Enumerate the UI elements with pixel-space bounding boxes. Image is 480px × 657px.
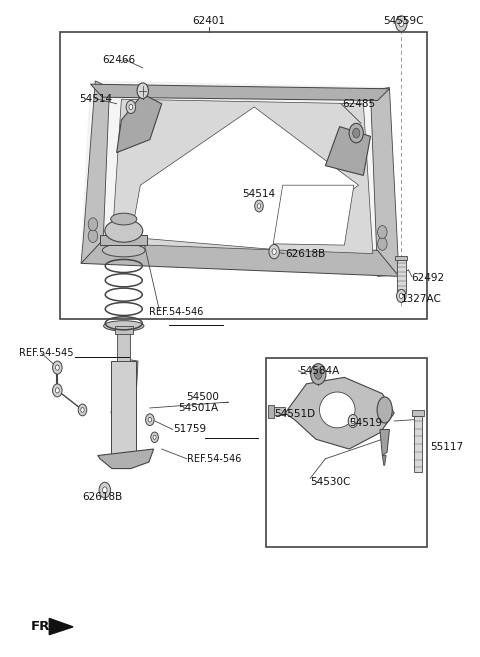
Polygon shape: [97, 449, 154, 468]
Polygon shape: [285, 377, 394, 449]
Circle shape: [99, 482, 110, 498]
Text: 62618B: 62618B: [82, 491, 122, 501]
Text: 51759: 51759: [174, 424, 207, 434]
Text: 62618B: 62618B: [285, 248, 325, 259]
Circle shape: [103, 487, 107, 493]
Text: 62466: 62466: [102, 55, 135, 65]
Circle shape: [148, 417, 152, 422]
Polygon shape: [81, 240, 399, 277]
Polygon shape: [117, 94, 162, 152]
Text: 62492: 62492: [411, 273, 444, 283]
Bar: [268, 405, 274, 418]
Text: 55117: 55117: [430, 442, 463, 452]
Circle shape: [378, 237, 387, 250]
Polygon shape: [81, 81, 399, 277]
Circle shape: [126, 101, 136, 114]
Bar: [60, 32, 427, 319]
Circle shape: [53, 361, 62, 374]
Circle shape: [153, 435, 156, 440]
Polygon shape: [380, 430, 389, 455]
Text: REF.54-546: REF.54-546: [187, 454, 241, 464]
Text: 54514: 54514: [242, 189, 276, 199]
Polygon shape: [112, 99, 373, 254]
Bar: [100, 235, 147, 245]
Bar: [117, 332, 131, 361]
Ellipse shape: [111, 213, 137, 225]
Bar: [111, 361, 136, 462]
Polygon shape: [131, 107, 359, 249]
Text: 54584A: 54584A: [300, 366, 339, 376]
Polygon shape: [111, 358, 138, 413]
Text: 54559C: 54559C: [384, 16, 424, 26]
Circle shape: [378, 225, 387, 238]
Text: REF.54-546: REF.54-546: [149, 307, 203, 317]
Circle shape: [257, 204, 261, 208]
Circle shape: [311, 364, 326, 384]
Circle shape: [53, 384, 62, 397]
Circle shape: [399, 20, 404, 27]
Polygon shape: [383, 455, 386, 465]
Circle shape: [399, 293, 403, 298]
Polygon shape: [49, 618, 73, 635]
Ellipse shape: [377, 397, 392, 423]
Circle shape: [314, 369, 322, 379]
Bar: [397, 260, 406, 292]
Polygon shape: [371, 87, 399, 277]
Ellipse shape: [104, 321, 144, 331]
Bar: [115, 326, 133, 334]
Circle shape: [348, 415, 358, 428]
Circle shape: [56, 388, 59, 393]
Circle shape: [81, 407, 84, 413]
Circle shape: [396, 290, 406, 302]
Circle shape: [269, 244, 279, 259]
Circle shape: [129, 104, 133, 110]
Text: REF.54-545: REF.54-545: [19, 348, 74, 358]
Bar: [395, 256, 408, 260]
Circle shape: [88, 217, 97, 231]
Polygon shape: [81, 81, 109, 263]
Bar: [271, 407, 285, 415]
Circle shape: [349, 124, 363, 143]
Ellipse shape: [320, 392, 355, 428]
Text: 54501A: 54501A: [179, 403, 219, 413]
Bar: [266, 358, 427, 547]
Ellipse shape: [102, 244, 145, 257]
Text: 62485: 62485: [342, 99, 375, 109]
Circle shape: [272, 249, 276, 254]
Circle shape: [396, 16, 407, 32]
Polygon shape: [91, 84, 389, 101]
Bar: [412, 410, 424, 417]
Circle shape: [137, 83, 148, 99]
Circle shape: [78, 404, 87, 416]
Text: 62401: 62401: [192, 16, 226, 26]
Polygon shape: [273, 185, 354, 245]
Text: 54519: 54519: [349, 418, 382, 428]
Circle shape: [255, 200, 263, 212]
Circle shape: [353, 128, 360, 138]
Text: 54514: 54514: [79, 93, 112, 104]
Text: 54530C: 54530C: [310, 476, 350, 487]
Text: 1327AC: 1327AC: [401, 294, 442, 304]
Circle shape: [88, 229, 97, 242]
Circle shape: [145, 414, 154, 426]
Text: 54551D: 54551D: [274, 409, 315, 419]
Text: 54500: 54500: [186, 392, 219, 402]
Ellipse shape: [105, 219, 143, 242]
Circle shape: [351, 419, 355, 424]
Circle shape: [56, 365, 59, 370]
Text: FR.: FR.: [31, 620, 56, 633]
Polygon shape: [325, 127, 371, 175]
Circle shape: [151, 432, 158, 443]
Bar: [414, 417, 422, 472]
